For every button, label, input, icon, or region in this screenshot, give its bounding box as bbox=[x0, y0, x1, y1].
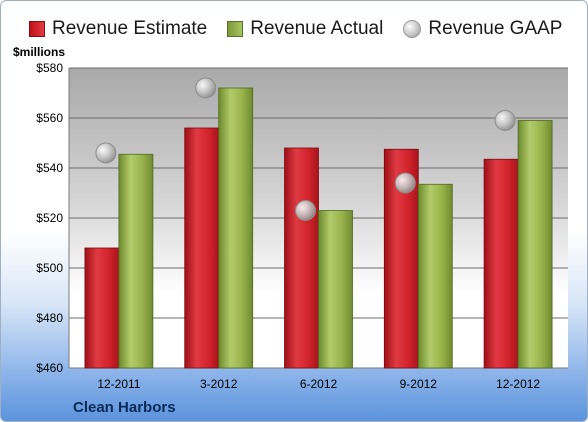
x-tick-label: 12-2012 bbox=[496, 377, 540, 391]
point-revenue-gaap bbox=[494, 110, 516, 131]
legend-item-gaap: Revenue GAAP bbox=[403, 18, 562, 40]
legend: Revenue Estimate Revenue Actual Revenue … bbox=[29, 15, 587, 43]
legend-swatch-gaap bbox=[403, 20, 422, 38]
y-tick-label: $560 bbox=[36, 111, 63, 125]
bar-revenue-estimate bbox=[84, 247, 120, 369]
point-revenue-gaap bbox=[95, 142, 117, 164]
bar-revenue-estimate bbox=[483, 158, 519, 369]
legend-swatch-actual bbox=[227, 21, 244, 37]
legend-item-estimate: Revenue Estimate bbox=[29, 18, 207, 40]
y-tick-label: $460 bbox=[36, 361, 63, 375]
bar-revenue-actual bbox=[517, 120, 553, 369]
bar-revenue-actual bbox=[318, 210, 353, 369]
point-revenue-gaap bbox=[195, 77, 217, 99]
bar-revenue-estimate bbox=[184, 127, 220, 369]
legend-label-estimate: Revenue Estimate bbox=[52, 18, 208, 39]
point-revenue-gaap bbox=[295, 200, 316, 221]
x-tick-label: 12-2011 bbox=[97, 377, 140, 391]
y-tick-label: $520 bbox=[36, 211, 63, 225]
legend-label-gaap: Revenue GAAP bbox=[428, 18, 563, 39]
bar-revenue-actual bbox=[218, 87, 254, 369]
y-tick-label: $580 bbox=[36, 61, 63, 75]
bar-revenue-estimate bbox=[284, 147, 319, 369]
bar-revenue-actual bbox=[417, 183, 453, 369]
legend-item-actual: Revenue Actual bbox=[227, 18, 383, 40]
y-tick-label: $500 bbox=[36, 261, 63, 275]
x-tick-label: 6-2012 bbox=[300, 377, 338, 391]
y-tick-label: $480 bbox=[36, 311, 63, 325]
y-tick-label: $540 bbox=[36, 161, 63, 175]
x-tick-label: 9-2012 bbox=[400, 377, 438, 391]
bar-revenue-actual bbox=[118, 153, 154, 369]
company-name: Clean Harbors bbox=[73, 399, 176, 416]
legend-swatch-estimate bbox=[29, 21, 45, 37]
point-revenue-gaap bbox=[394, 172, 416, 194]
legend-label-actual: Revenue Actual bbox=[250, 18, 384, 39]
y-axis-units-label: $millions bbox=[13, 45, 66, 59]
x-tick-label: 3-2012 bbox=[200, 377, 238, 391]
